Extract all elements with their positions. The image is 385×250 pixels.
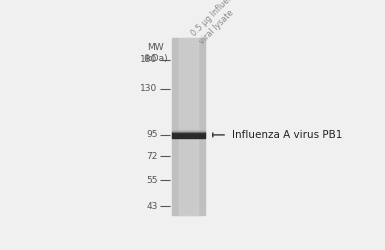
Bar <box>172 130 205 132</box>
Bar <box>172 132 205 138</box>
Text: 130: 130 <box>141 84 157 93</box>
Text: 43: 43 <box>146 202 157 211</box>
Text: 0.5 μg Influenza A (H1N1)
viral lysate: 0.5 μg Influenza A (H1N1) viral lysate <box>190 0 276 46</box>
Text: 95: 95 <box>146 130 157 140</box>
Text: Influenza A virus PB1: Influenza A virus PB1 <box>232 130 342 140</box>
Text: 55: 55 <box>146 176 157 185</box>
Bar <box>179 38 198 215</box>
Text: 72: 72 <box>146 152 157 160</box>
Text: 180: 180 <box>141 55 157 64</box>
Text: MW
(kDa): MW (kDa) <box>143 44 168 63</box>
Bar <box>172 38 205 215</box>
